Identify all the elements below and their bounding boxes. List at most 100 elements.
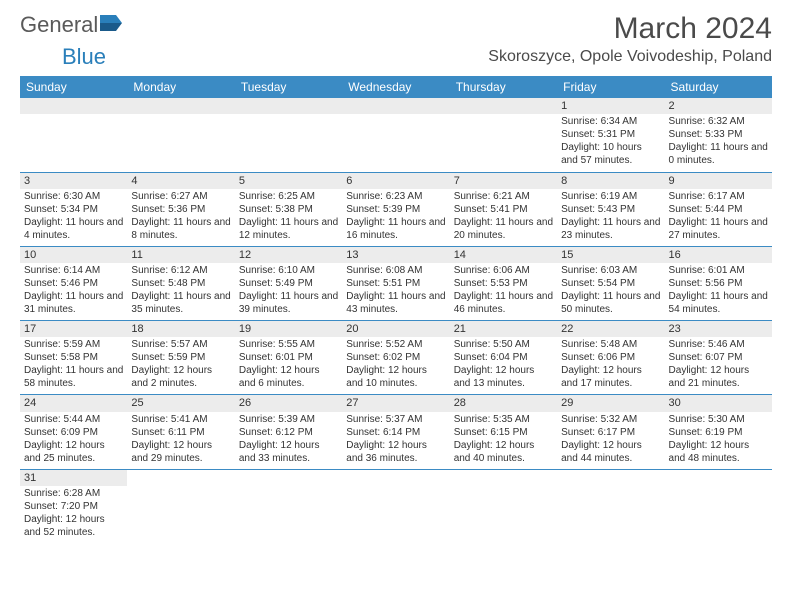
day-number: 19	[235, 321, 342, 337]
calendar-cell: 2Sunrise: 6:32 AMSunset: 5:33 PMDaylight…	[665, 98, 772, 172]
sunrise-line: Sunrise: 6:25 AM	[239, 190, 338, 203]
calendar-row: 17Sunrise: 5:59 AMSunset: 5:58 PMDayligh…	[20, 321, 772, 395]
daylight-line: Daylight: 11 hours and 39 minutes.	[239, 290, 338, 316]
sunrise-line: Sunrise: 6:23 AM	[346, 190, 445, 203]
calendar-cell: 7Sunrise: 6:21 AMSunset: 5:41 PMDaylight…	[450, 172, 557, 246]
sunset-line: Sunset: 7:20 PM	[24, 500, 123, 513]
day-number: 17	[20, 321, 127, 337]
calendar-row: 31Sunrise: 6:28 AMSunset: 7:20 PMDayligh…	[20, 469, 772, 543]
sunrise-line: Sunrise: 6:14 AM	[24, 264, 123, 277]
logo: General	[20, 12, 126, 38]
sunset-line: Sunset: 6:19 PM	[669, 426, 768, 439]
day-number: 2	[665, 98, 772, 114]
day-number: 14	[450, 247, 557, 263]
calendar-cell: 15Sunrise: 6:03 AMSunset: 5:54 PMDayligh…	[557, 246, 664, 320]
calendar-cell: 22Sunrise: 5:48 AMSunset: 6:06 PMDayligh…	[557, 321, 664, 395]
sunrise-line: Sunrise: 6:03 AM	[561, 264, 660, 277]
calendar-cell	[450, 469, 557, 543]
calendar-cell: 11Sunrise: 6:12 AMSunset: 5:48 PMDayligh…	[127, 246, 234, 320]
daylight-line: Daylight: 12 hours and 2 minutes.	[131, 364, 230, 390]
day-number: 22	[557, 321, 664, 337]
empty-day-strip	[127, 98, 234, 114]
calendar-cell: 24Sunrise: 5:44 AMSunset: 6:09 PMDayligh…	[20, 395, 127, 469]
day-number: 21	[450, 321, 557, 337]
logo-text-1: General	[20, 12, 98, 38]
day-number: 31	[20, 470, 127, 486]
calendar-cell: 12Sunrise: 6:10 AMSunset: 5:49 PMDayligh…	[235, 246, 342, 320]
daylight-line: Daylight: 12 hours and 44 minutes.	[561, 439, 660, 465]
sunrise-line: Sunrise: 6:27 AM	[131, 190, 230, 203]
sunrise-line: Sunrise: 6:32 AM	[669, 115, 768, 128]
sunset-line: Sunset: 6:07 PM	[669, 351, 768, 364]
day-number: 1	[557, 98, 664, 114]
calendar-cell: 21Sunrise: 5:50 AMSunset: 6:04 PMDayligh…	[450, 321, 557, 395]
day-number: 8	[557, 173, 664, 189]
sunset-line: Sunset: 5:56 PM	[669, 277, 768, 290]
col-saturday: Saturday	[665, 76, 772, 98]
col-monday: Monday	[127, 76, 234, 98]
col-thursday: Thursday	[450, 76, 557, 98]
sunset-line: Sunset: 5:39 PM	[346, 203, 445, 216]
calendar-row: 1Sunrise: 6:34 AMSunset: 5:31 PMDaylight…	[20, 98, 772, 172]
sunset-line: Sunset: 5:43 PM	[561, 203, 660, 216]
sunset-line: Sunset: 6:06 PM	[561, 351, 660, 364]
sunset-line: Sunset: 5:41 PM	[454, 203, 553, 216]
sunrise-line: Sunrise: 5:39 AM	[239, 413, 338, 426]
daylight-line: Daylight: 12 hours and 6 minutes.	[239, 364, 338, 390]
sunset-line: Sunset: 6:17 PM	[561, 426, 660, 439]
daylight-line: Daylight: 11 hours and 12 minutes.	[239, 216, 338, 242]
sunrise-line: Sunrise: 6:34 AM	[561, 115, 660, 128]
day-number: 29	[557, 395, 664, 411]
sunrise-line: Sunrise: 6:21 AM	[454, 190, 553, 203]
calendar-cell: 17Sunrise: 5:59 AMSunset: 5:58 PMDayligh…	[20, 321, 127, 395]
sunrise-line: Sunrise: 6:28 AM	[24, 487, 123, 500]
calendar-cell: 13Sunrise: 6:08 AMSunset: 5:51 PMDayligh…	[342, 246, 449, 320]
daylight-line: Daylight: 11 hours and 27 minutes.	[669, 216, 768, 242]
calendar-row: 24Sunrise: 5:44 AMSunset: 6:09 PMDayligh…	[20, 395, 772, 469]
daylight-line: Daylight: 12 hours and 36 minutes.	[346, 439, 445, 465]
day-number: 12	[235, 247, 342, 263]
daylight-line: Daylight: 12 hours and 17 minutes.	[561, 364, 660, 390]
calendar-cell: 27Sunrise: 5:37 AMSunset: 6:14 PMDayligh…	[342, 395, 449, 469]
calendar-cell: 20Sunrise: 5:52 AMSunset: 6:02 PMDayligh…	[342, 321, 449, 395]
daylight-line: Daylight: 12 hours and 29 minutes.	[131, 439, 230, 465]
sunrise-line: Sunrise: 5:41 AM	[131, 413, 230, 426]
daylight-line: Daylight: 12 hours and 25 minutes.	[24, 439, 123, 465]
sunset-line: Sunset: 5:46 PM	[24, 277, 123, 290]
daylight-line: Daylight: 11 hours and 31 minutes.	[24, 290, 123, 316]
calendar-cell: 3Sunrise: 6:30 AMSunset: 5:34 PMDaylight…	[20, 172, 127, 246]
sunrise-line: Sunrise: 5:52 AM	[346, 338, 445, 351]
day-number: 7	[450, 173, 557, 189]
daylight-line: Daylight: 11 hours and 35 minutes.	[131, 290, 230, 316]
sunset-line: Sunset: 6:15 PM	[454, 426, 553, 439]
sunrise-line: Sunrise: 5:48 AM	[561, 338, 660, 351]
calendar-cell: 25Sunrise: 5:41 AMSunset: 6:11 PMDayligh…	[127, 395, 234, 469]
calendar-cell	[342, 469, 449, 543]
calendar-table: Sunday Monday Tuesday Wednesday Thursday…	[20, 76, 772, 543]
sunset-line: Sunset: 5:38 PM	[239, 203, 338, 216]
calendar-cell: 29Sunrise: 5:32 AMSunset: 6:17 PMDayligh…	[557, 395, 664, 469]
daylight-line: Daylight: 11 hours and 0 minutes.	[669, 141, 768, 167]
calendar-cell: 26Sunrise: 5:39 AMSunset: 6:12 PMDayligh…	[235, 395, 342, 469]
calendar-cell: 14Sunrise: 6:06 AMSunset: 5:53 PMDayligh…	[450, 246, 557, 320]
day-number: 15	[557, 247, 664, 263]
sunrise-line: Sunrise: 6:17 AM	[669, 190, 768, 203]
day-number: 24	[20, 395, 127, 411]
calendar-cell: 23Sunrise: 5:46 AMSunset: 6:07 PMDayligh…	[665, 321, 772, 395]
sunrise-line: Sunrise: 6:12 AM	[131, 264, 230, 277]
daylight-line: Daylight: 11 hours and 43 minutes.	[346, 290, 445, 316]
calendar-cell: 5Sunrise: 6:25 AMSunset: 5:38 PMDaylight…	[235, 172, 342, 246]
calendar-cell	[342, 98, 449, 172]
empty-day-strip	[450, 98, 557, 114]
day-number: 5	[235, 173, 342, 189]
calendar-cell: 4Sunrise: 6:27 AMSunset: 5:36 PMDaylight…	[127, 172, 234, 246]
sunrise-line: Sunrise: 5:55 AM	[239, 338, 338, 351]
sunrise-line: Sunrise: 6:06 AM	[454, 264, 553, 277]
flag-icon	[100, 13, 124, 38]
calendar-cell: 9Sunrise: 6:17 AMSunset: 5:44 PMDaylight…	[665, 172, 772, 246]
day-number: 27	[342, 395, 449, 411]
day-number: 20	[342, 321, 449, 337]
sunset-line: Sunset: 5:48 PM	[131, 277, 230, 290]
col-sunday: Sunday	[20, 76, 127, 98]
daylight-line: Daylight: 12 hours and 52 minutes.	[24, 513, 123, 539]
